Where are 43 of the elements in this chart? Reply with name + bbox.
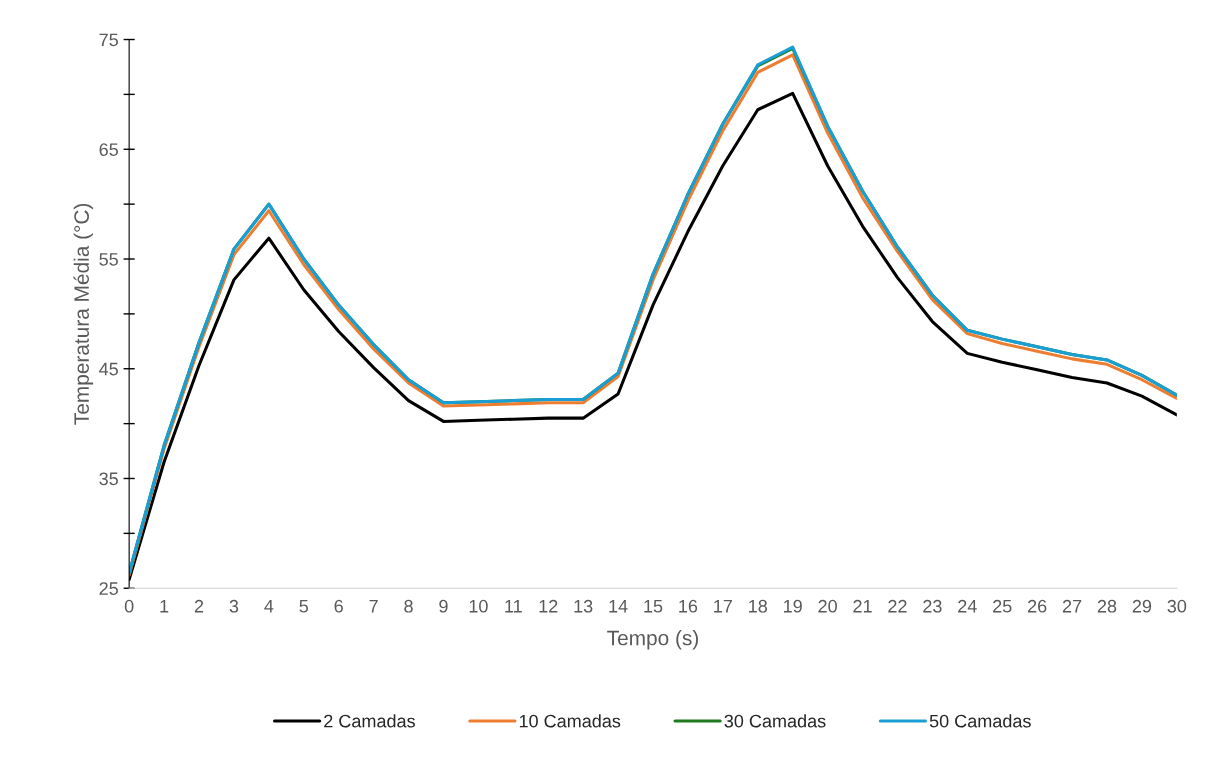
x-tick-label: 28 [1097, 599, 1117, 613]
x-tick-label: 22 [888, 599, 907, 613]
x-tick-label: 23 [923, 599, 942, 613]
x-tick-label: 24 [958, 599, 977, 613]
x-tick-label: 17 [714, 600, 732, 613]
y-tick-label: 65 [99, 143, 118, 156]
x-tick-label: 21 [853, 599, 872, 613]
x-tick-label: 20 [818, 599, 837, 613]
legend-label: 50 Camadas [929, 714, 1031, 728]
x-tick-label: 27 [1062, 599, 1082, 613]
x-tick-label: 3 [229, 599, 239, 613]
y-tick-label: 25 [99, 582, 118, 595]
x-tick-label: 7 [369, 600, 378, 613]
y-tick-label: 35 [99, 472, 118, 486]
x-tick-label: 6 [334, 599, 343, 613]
x-tick-label: 30 [1167, 599, 1187, 613]
legend-label: 30 Camadas [724, 714, 826, 728]
x-tick-label: 18 [749, 599, 768, 613]
x-tick-label: 4 [264, 600, 274, 613]
x-tick-label: 14 [609, 600, 628, 613]
legend-label: 10 Camadas [519, 714, 621, 728]
x-tick-label: 29 [1132, 599, 1152, 613]
x-tick-label: 9 [439, 599, 448, 613]
y-axis-title: Temperatura Média (°C) [73, 203, 94, 425]
x-tick-label: 13 [574, 599, 593, 613]
x-tick-label: 15 [644, 600, 663, 613]
x-tick-label: 25 [993, 599, 1012, 613]
y-tick-label: 55 [99, 253, 118, 266]
x-tick-label: 1 [160, 600, 169, 613]
x-tick-label: 2 [194, 599, 204, 613]
x-tick-label: 19 [784, 599, 802, 613]
x-tick-label: 12 [539, 599, 558, 613]
x-tick-label: 16 [679, 599, 698, 613]
x-tick-label: 11 [505, 600, 522, 613]
x-axis-title: Tempo (s) [607, 630, 698, 650]
x-tick-label: 8 [404, 599, 413, 613]
y-tick-label: 75 [99, 33, 118, 47]
x-tick-label: 10 [469, 599, 488, 613]
x-tick-label: 26 [1028, 599, 1047, 613]
x-tick-label: 5 [299, 600, 309, 613]
legend-label: 2 Camadas [324, 714, 415, 728]
x-tick-label: 0 [124, 599, 134, 613]
y-tick-label: 45 [99, 362, 118, 376]
